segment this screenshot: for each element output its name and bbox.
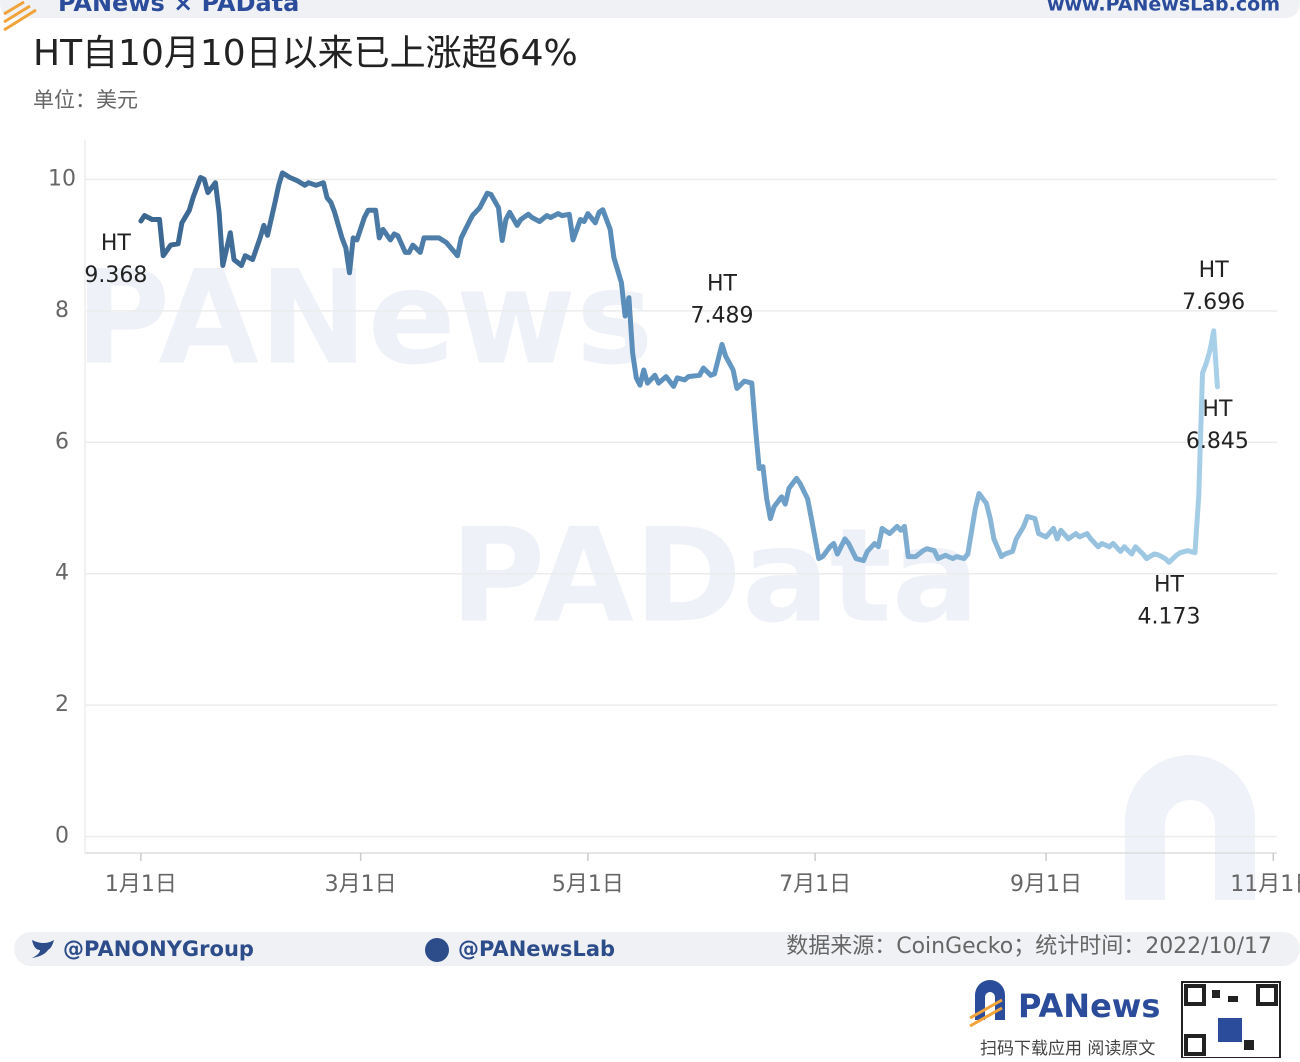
footer-source: 数据来源：CoinGecko；统计时间：2022/10/17 bbox=[786, 934, 1272, 959]
data-label-name: HT bbox=[1154, 572, 1185, 597]
y-tick-label: 10 bbox=[48, 166, 76, 191]
header-band bbox=[0, 0, 1300, 18]
watermark: PANews bbox=[75, 242, 653, 394]
watermark: PAData bbox=[450, 500, 979, 652]
footer-cta: 扫码下载应用 阅读原文 bbox=[980, 1039, 1155, 1058]
twitter-icon bbox=[32, 940, 54, 958]
footer-twitter: @PANONYGroup bbox=[63, 937, 254, 961]
chart-title: HT自10月10日以来已上涨超64% bbox=[33, 33, 578, 74]
y-tick-label: 2 bbox=[55, 692, 69, 717]
qr-code bbox=[1181, 981, 1281, 1059]
header-brand: PANews × PAData bbox=[58, 0, 299, 17]
watermark-logo bbox=[1125, 755, 1255, 900]
data-label-name: HT bbox=[707, 271, 738, 296]
facebook-icon bbox=[425, 938, 449, 962]
data-label: 7.489 bbox=[690, 303, 753, 328]
data-label-name: HT bbox=[1199, 258, 1230, 283]
header-icon bbox=[3, 0, 37, 32]
data-label-name: HT bbox=[101, 231, 132, 256]
y-tick-label: 0 bbox=[55, 824, 69, 849]
footer-logo: PANews bbox=[1018, 987, 1160, 1025]
x-tick-label: 1月1日 bbox=[105, 872, 177, 897]
header-url: www.PANewsLab.com bbox=[1047, 0, 1280, 16]
y-tick-label: 4 bbox=[55, 561, 69, 586]
footer-facebook: @PANewsLab bbox=[458, 937, 615, 961]
y-tick-label: 8 bbox=[55, 298, 69, 323]
data-label: 4.173 bbox=[1137, 604, 1200, 629]
series-line bbox=[138, 170, 1220, 565]
data-label-name: HT bbox=[1202, 397, 1233, 422]
y-tick-label: 6 bbox=[55, 429, 69, 454]
data-label: 6.845 bbox=[1186, 429, 1249, 454]
x-tick-label: 3月1日 bbox=[325, 872, 397, 897]
x-tick-label: 11月1日 bbox=[1230, 872, 1300, 897]
x-tick-label: 7月1日 bbox=[779, 872, 851, 897]
plot: 0 2 4 6 8 10 1月1日 3月1日 5月1日 7月1日 9月1日 11月1日 HT 9.368 H… bbox=[48, 140, 1300, 897]
footer-band bbox=[14, 932, 1300, 966]
data-label: 7.696 bbox=[1182, 290, 1245, 315]
chart-subtitle: 单位：美元 bbox=[33, 88, 138, 112]
x-tick-label: 5月1日 bbox=[552, 872, 624, 897]
data-label: 9.368 bbox=[84, 263, 147, 288]
logo-stripes bbox=[969, 998, 1003, 1028]
x-tick-label: 9月1日 bbox=[1010, 872, 1082, 897]
